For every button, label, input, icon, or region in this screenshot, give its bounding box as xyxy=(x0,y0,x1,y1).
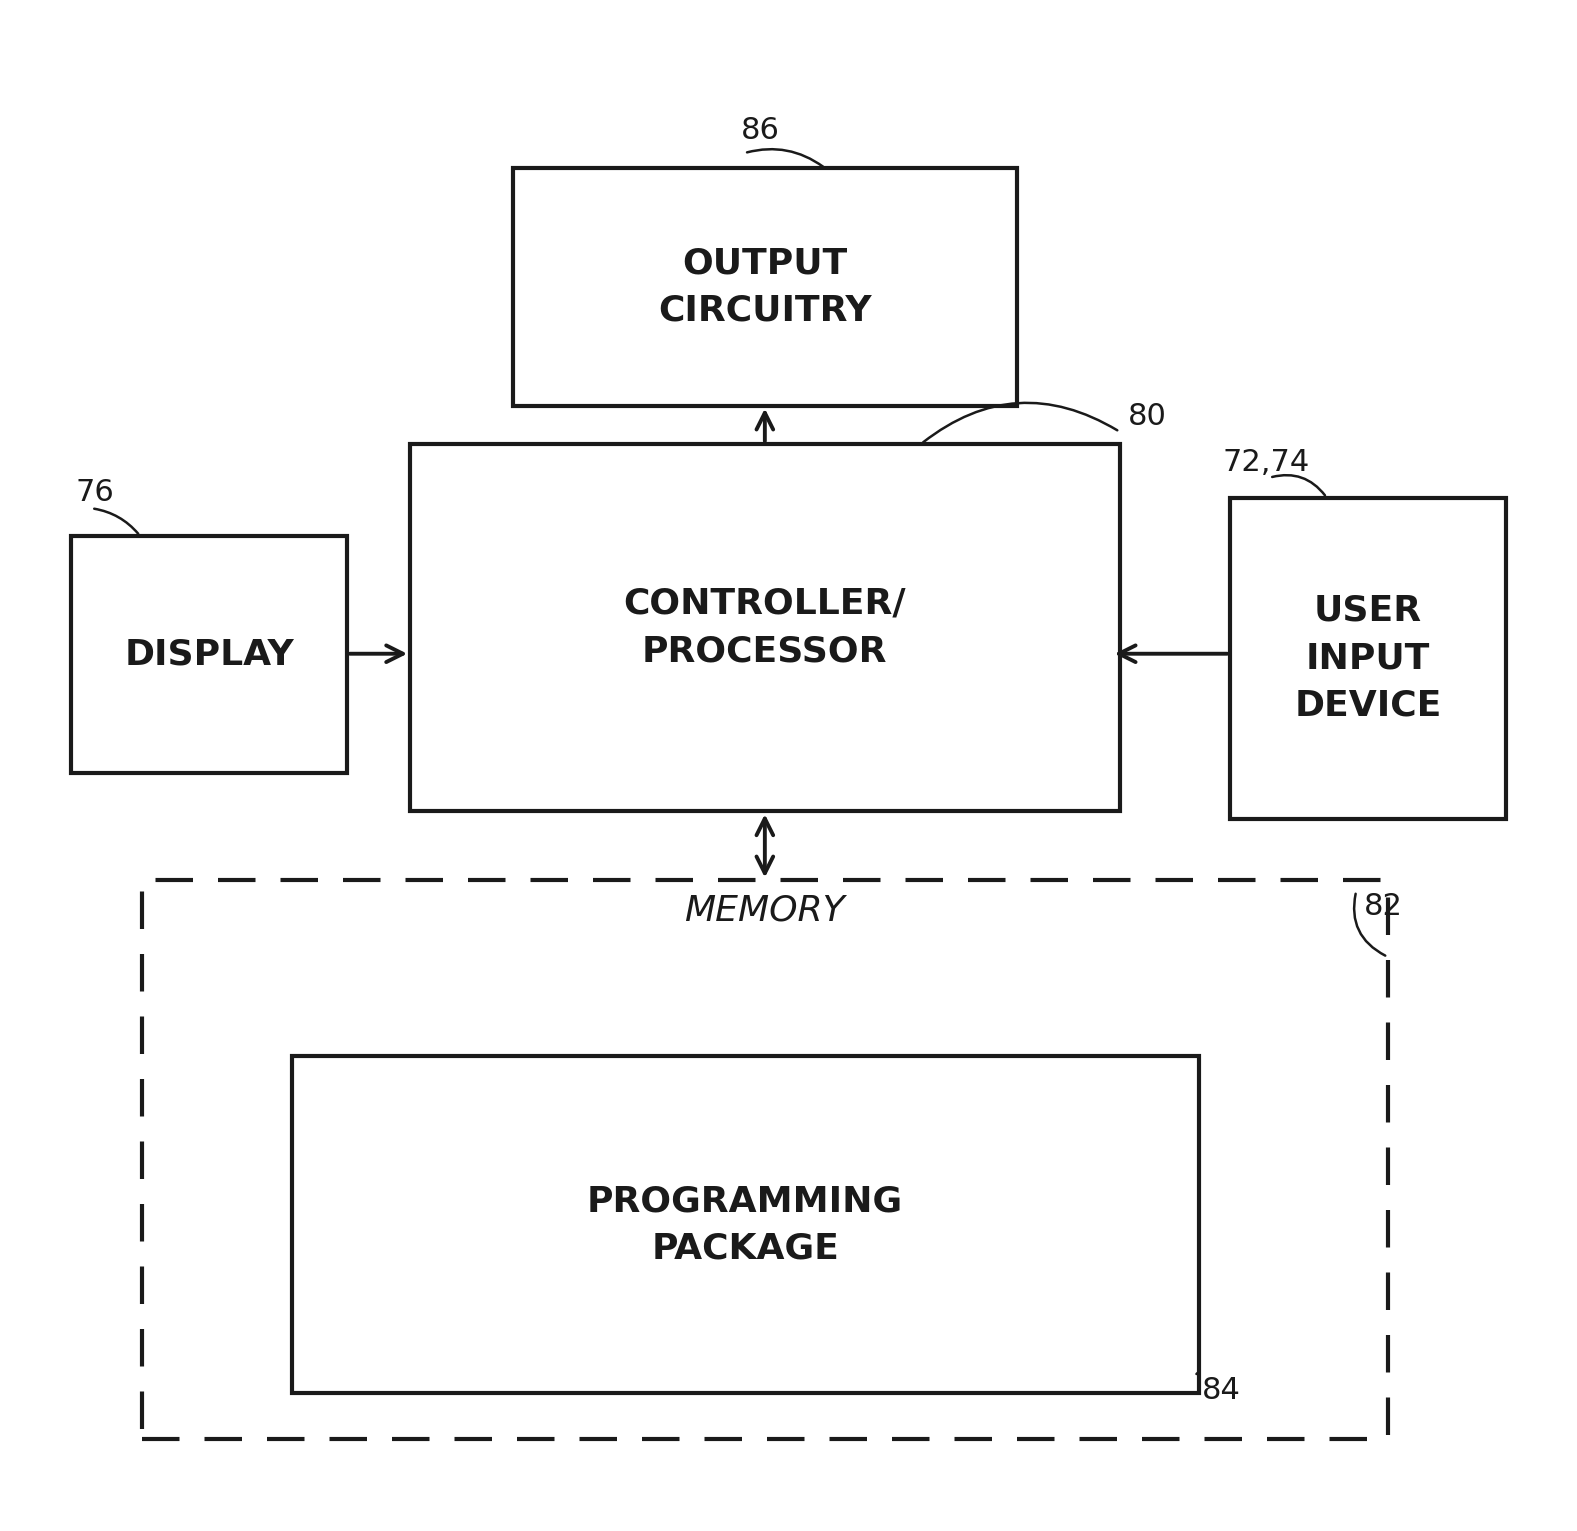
Bar xyxy=(410,444,1120,811)
Bar xyxy=(1230,498,1506,819)
Bar xyxy=(292,1056,1199,1393)
Text: OUTPUT
CIRCUITRY: OUTPUT CIRCUITRY xyxy=(658,246,872,328)
Text: 84: 84 xyxy=(1202,1376,1241,1404)
Text: 82: 82 xyxy=(1364,893,1404,920)
Text: MEMORY: MEMORY xyxy=(684,894,845,928)
Text: 76: 76 xyxy=(76,479,115,507)
Text: DISPLAY: DISPLAY xyxy=(125,637,293,672)
Text: PROGRAMMING
PACKAGE: PROGRAMMING PACKAGE xyxy=(587,1183,904,1266)
Bar xyxy=(513,168,1017,406)
Bar xyxy=(71,536,347,773)
Bar xyxy=(142,880,1388,1439)
Text: 72,74: 72,74 xyxy=(1222,449,1309,476)
Text: USER
INPUT
DEVICE: USER INPUT DEVICE xyxy=(1295,594,1441,723)
Text: CONTROLLER/
PROCESSOR: CONTROLLER/ PROCESSOR xyxy=(623,586,907,669)
Text: 86: 86 xyxy=(741,116,779,144)
Text: 80: 80 xyxy=(1128,403,1167,430)
